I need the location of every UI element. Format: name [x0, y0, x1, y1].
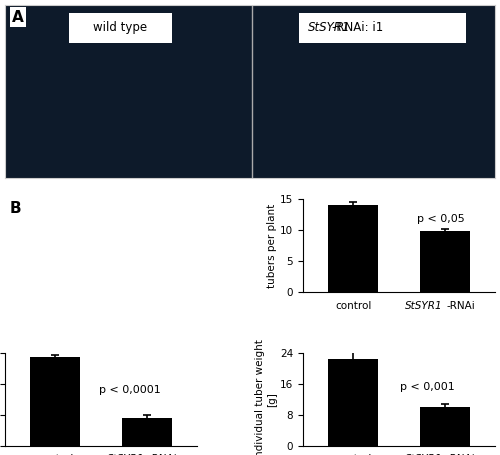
Text: -RNAi: -RNAi	[148, 454, 178, 455]
Text: B: B	[10, 202, 22, 217]
Text: wild type: wild type	[93, 21, 147, 35]
Text: A: A	[12, 10, 24, 25]
FancyBboxPatch shape	[68, 13, 172, 43]
Text: control: control	[37, 454, 74, 455]
Text: control: control	[335, 454, 372, 455]
Text: StSYR1: StSYR1	[405, 301, 443, 310]
Text: StSYR1: StSYR1	[405, 454, 443, 455]
Bar	[30, 357, 80, 446]
Bar	[420, 407, 470, 446]
Text: p < 0,001: p < 0,001	[400, 382, 455, 392]
Bar	[122, 418, 172, 446]
Text: p < 0,0001: p < 0,0001	[99, 385, 161, 395]
Bar	[328, 359, 378, 446]
Y-axis label: tubers per plant: tubers per plant	[267, 203, 277, 288]
Text: p < 0,05: p < 0,05	[418, 214, 465, 224]
Text: -RNAi: -RNAi	[446, 301, 476, 310]
FancyBboxPatch shape	[299, 13, 466, 43]
Bar	[420, 231, 470, 292]
Bar	[328, 205, 378, 292]
Text: -RNAi: i1: -RNAi: i1	[332, 21, 384, 35]
Text: StSYR1: StSYR1	[308, 21, 350, 35]
Text: control: control	[335, 301, 372, 310]
Text: -RNAi: -RNAi	[446, 454, 476, 455]
Y-axis label: individual tuber weight
[g]: individual tuber weight [g]	[256, 339, 277, 455]
Text: StSYR1: StSYR1	[108, 454, 145, 455]
